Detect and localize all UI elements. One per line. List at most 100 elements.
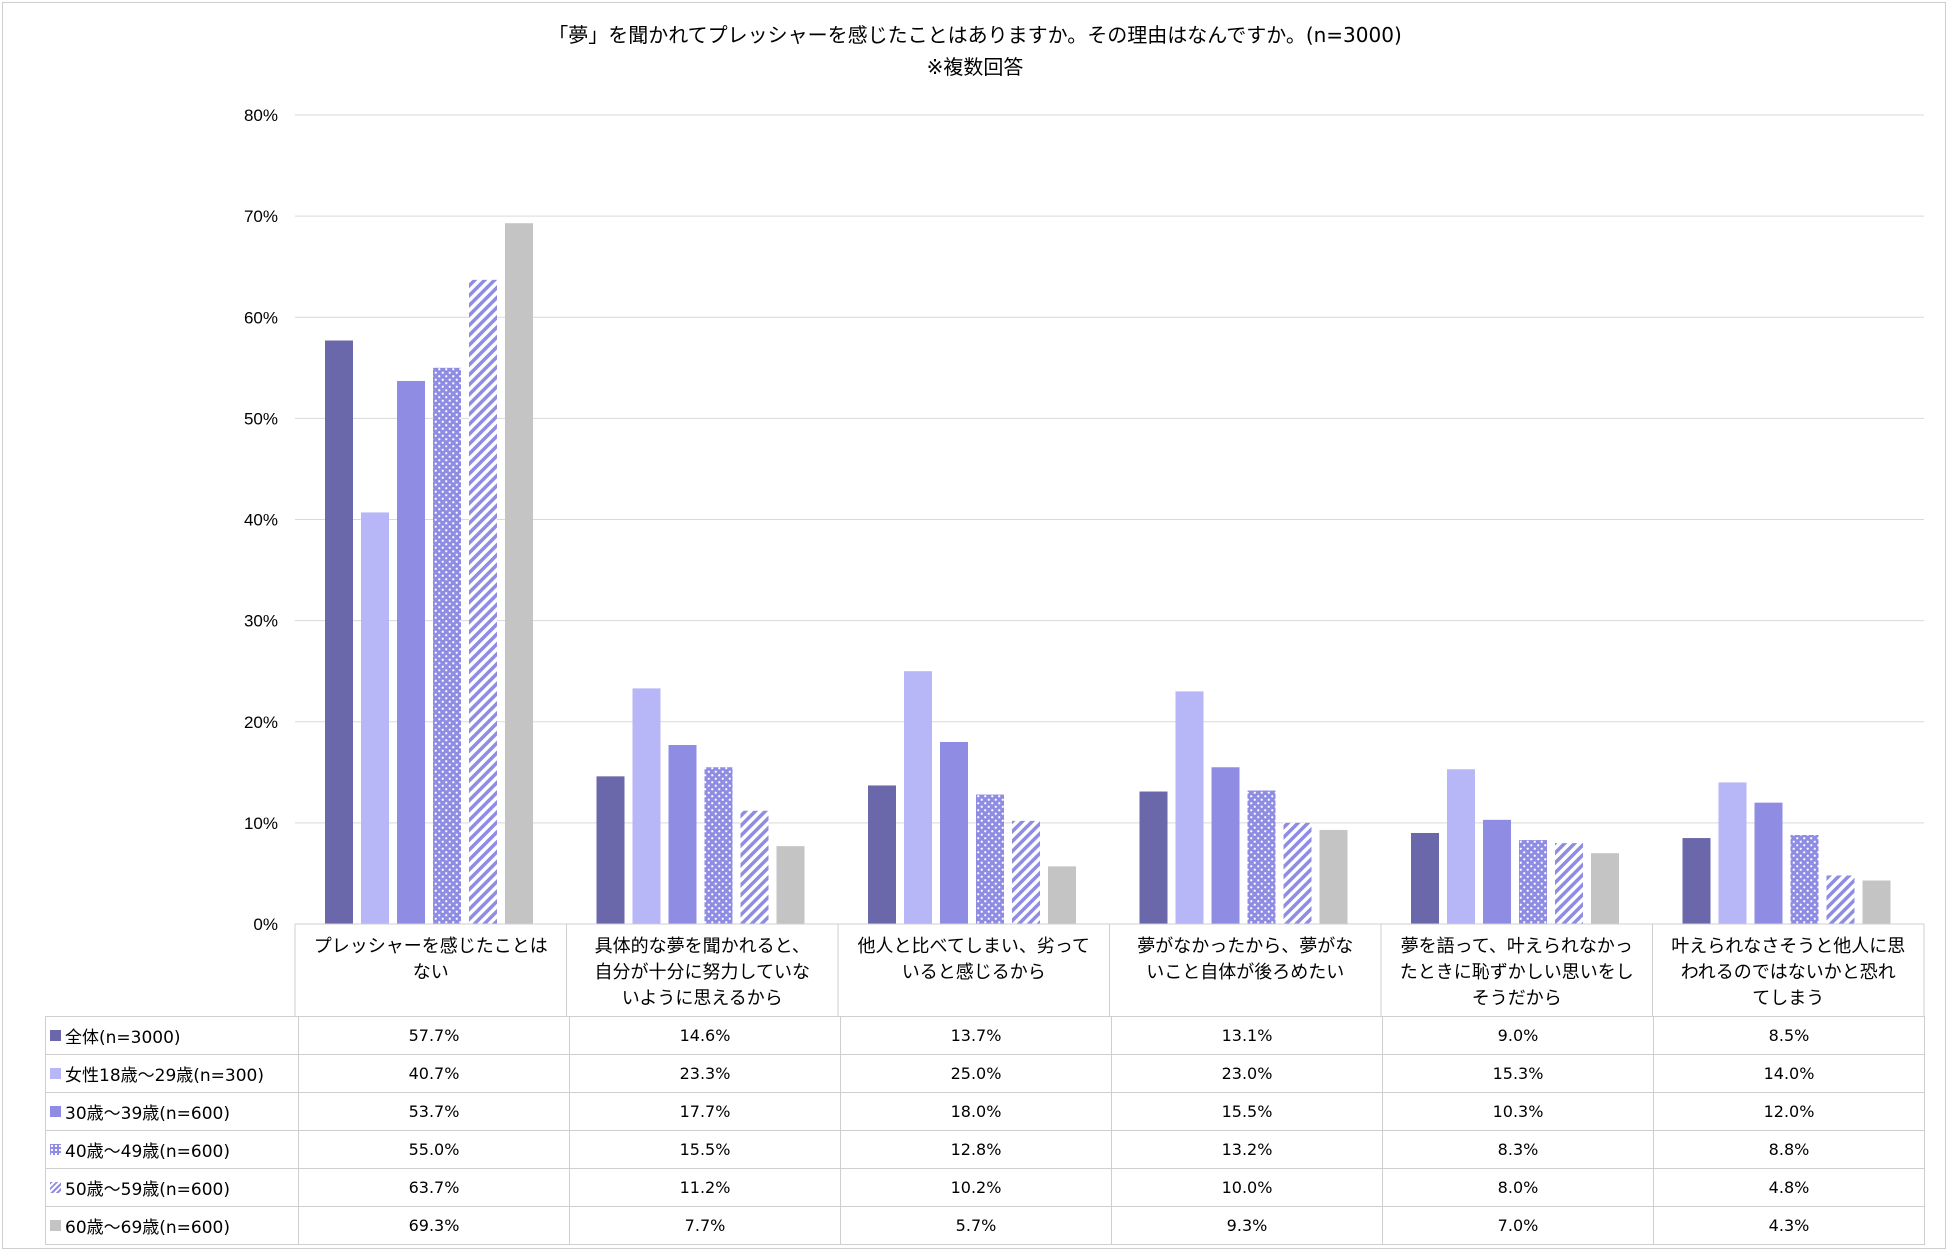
data-label: 17.7% bbox=[569, 1092, 841, 1131]
x-category-label-line: プレッシャーを感じたことは bbox=[313, 936, 548, 957]
y-tick-label: 10% bbox=[244, 814, 278, 833]
y-tick-label: 70% bbox=[244, 207, 278, 226]
data-label: 15.5% bbox=[569, 1130, 841, 1169]
bar bbox=[1211, 767, 1240, 924]
bar bbox=[740, 810, 769, 924]
bar bbox=[1718, 782, 1747, 924]
data-label: 9.0% bbox=[1382, 1016, 1654, 1055]
bar bbox=[632, 688, 661, 924]
legend-label: 60歳～69歳(n=600) bbox=[65, 1218, 230, 1238]
bar bbox=[1591, 853, 1619, 924]
data-label: 8.8% bbox=[1653, 1130, 1925, 1169]
bar bbox=[596, 776, 625, 924]
x-category-label: 夢を語って、叶えられなかっ たときに恥ずかしい思いをし そうだから bbox=[1381, 934, 1653, 1012]
data-label: 23.3% bbox=[569, 1054, 841, 1093]
bar bbox=[704, 767, 733, 924]
bar bbox=[1319, 829, 1348, 924]
data-label: 8.5% bbox=[1653, 1016, 1925, 1055]
bar bbox=[868, 785, 896, 924]
x-category-label: プレッシャーを感じたことは ない bbox=[295, 934, 567, 986]
data-label: 13.2% bbox=[1111, 1130, 1383, 1169]
x-category-label-line: いこと自体が後ろめたい bbox=[1146, 962, 1345, 983]
bar bbox=[397, 380, 425, 924]
data-label: 55.0% bbox=[298, 1130, 570, 1169]
x-category-label-line: たときに恥ずかしい思いをし bbox=[1399, 962, 1634, 983]
x-category-label-line: われるのではないかと恐れ bbox=[1680, 962, 1896, 983]
x-category-label-line: 他人と比べてしまい、劣って bbox=[857, 936, 1090, 957]
data-label: 9.3% bbox=[1111, 1206, 1383, 1245]
legend-label: 40歳～49歳(n=600) bbox=[65, 1142, 230, 1162]
y-tick-label: 60% bbox=[244, 308, 278, 327]
legend-swatch bbox=[50, 1181, 61, 1193]
legend-cell: 30歳～39歳(n=600) bbox=[45, 1092, 299, 1131]
legend-cell: 全体(n=3000) bbox=[45, 1016, 299, 1055]
x-category-label-line: 夢を語って、叶えられなかっ bbox=[1400, 936, 1633, 957]
data-label: 10.0% bbox=[1111, 1168, 1383, 1207]
x-category-label-line: 具体的な夢を聞かれると、 bbox=[594, 936, 810, 957]
data-label: 13.7% bbox=[840, 1016, 1112, 1055]
data-label: 14.6% bbox=[569, 1016, 841, 1055]
bar bbox=[1555, 843, 1583, 924]
data-label: 69.3% bbox=[298, 1206, 570, 1245]
legend-swatch bbox=[50, 1067, 61, 1079]
x-category-label-line: ない bbox=[412, 962, 449, 983]
bar bbox=[505, 223, 533, 925]
legend-cell: 女性18歳～29歳(n=300) bbox=[45, 1054, 299, 1093]
data-label: 18.0% bbox=[840, 1092, 1112, 1131]
data-label: 15.3% bbox=[1382, 1054, 1654, 1093]
legend-swatch bbox=[50, 1105, 61, 1117]
data-label: 15.5% bbox=[1111, 1092, 1383, 1131]
legend-swatch bbox=[50, 1029, 61, 1041]
bar bbox=[1682, 838, 1711, 924]
data-label: 13.1% bbox=[1111, 1016, 1383, 1055]
y-tick-label: 40% bbox=[244, 511, 278, 530]
bar bbox=[1411, 832, 1439, 924]
legend-swatch bbox=[50, 1219, 61, 1231]
y-tick-label: 80% bbox=[244, 106, 278, 125]
bar bbox=[1175, 691, 1204, 924]
legend-cell: 50歳～59歳(n=600) bbox=[45, 1168, 299, 1207]
table-row: 30歳～39歳(n=600) 53.7% 17.7% 18.0% 15.5% 10.3% 1… bbox=[45, 1092, 1925, 1131]
x-category-label-line: いると感じるから bbox=[901, 962, 1046, 983]
data-label: 57.7% bbox=[298, 1016, 570, 1055]
bar bbox=[361, 512, 389, 924]
bar bbox=[1754, 802, 1783, 924]
legend-label: 50歳～59歳(n=600) bbox=[65, 1180, 230, 1200]
data-label: 8.3% bbox=[1382, 1130, 1654, 1169]
x-category-label-line: そうだから bbox=[1471, 988, 1562, 1009]
data-label: 7.7% bbox=[569, 1206, 841, 1245]
data-table: 全体(n=3000) 57.7% 14.6% 13.7% 13.1% 9.0% 8.5% 女性… bbox=[45, 1016, 1925, 1245]
bar bbox=[1862, 880, 1891, 924]
data-label: 23.0% bbox=[1111, 1054, 1383, 1093]
bar bbox=[1519, 840, 1547, 924]
x-category-label: 他人と比べてしまい、劣って いると感じるから bbox=[838, 934, 1110, 986]
x-category-label: 具体的な夢を聞かれると、 自分が十分に努力していな いように思えるから bbox=[567, 934, 839, 1012]
chart-title: 「夢」を聞かれてプレッシャーを感じたことはありますか。その理由はなんですか。(n… bbox=[548, 23, 1402, 47]
legend-label: 女性18歳～29歳(n=300) bbox=[65, 1066, 264, 1086]
chart-subtitle: ※複数回答 bbox=[926, 55, 1024, 79]
y-tick-label: 20% bbox=[244, 713, 278, 732]
bar bbox=[904, 671, 932, 924]
bar bbox=[1826, 875, 1855, 924]
data-label: 4.8% bbox=[1653, 1168, 1925, 1207]
bar bbox=[325, 340, 353, 924]
data-label: 5.7% bbox=[840, 1206, 1112, 1245]
data-label: 8.0% bbox=[1382, 1168, 1654, 1207]
bar bbox=[1283, 822, 1312, 924]
data-label: 40.7% bbox=[298, 1054, 570, 1093]
legend-swatch bbox=[50, 1143, 61, 1155]
data-label: 12.0% bbox=[1653, 1092, 1925, 1131]
x-category-label: 夢がなかったから、夢がな いこと自体が後ろめたい bbox=[1110, 934, 1382, 986]
bar bbox=[1247, 790, 1276, 924]
table-row: 40歳～49歳(n=600) 55.0% 15.5% 12.8% 13.2% 8.3% 8.… bbox=[45, 1130, 1925, 1169]
x-category-label-line: 叶えられなさそうと他人に思 bbox=[1671, 936, 1906, 957]
x-category-label-line: 自分が十分に努力していな bbox=[594, 962, 810, 983]
x-category-label-line: いように思えるから bbox=[621, 988, 783, 1009]
data-label: 7.0% bbox=[1382, 1206, 1654, 1245]
bar bbox=[1790, 835, 1819, 924]
data-label: 53.7% bbox=[298, 1092, 570, 1131]
bar bbox=[433, 367, 461, 924]
data-label: 10.3% bbox=[1382, 1092, 1654, 1131]
data-label: 12.8% bbox=[840, 1130, 1112, 1169]
